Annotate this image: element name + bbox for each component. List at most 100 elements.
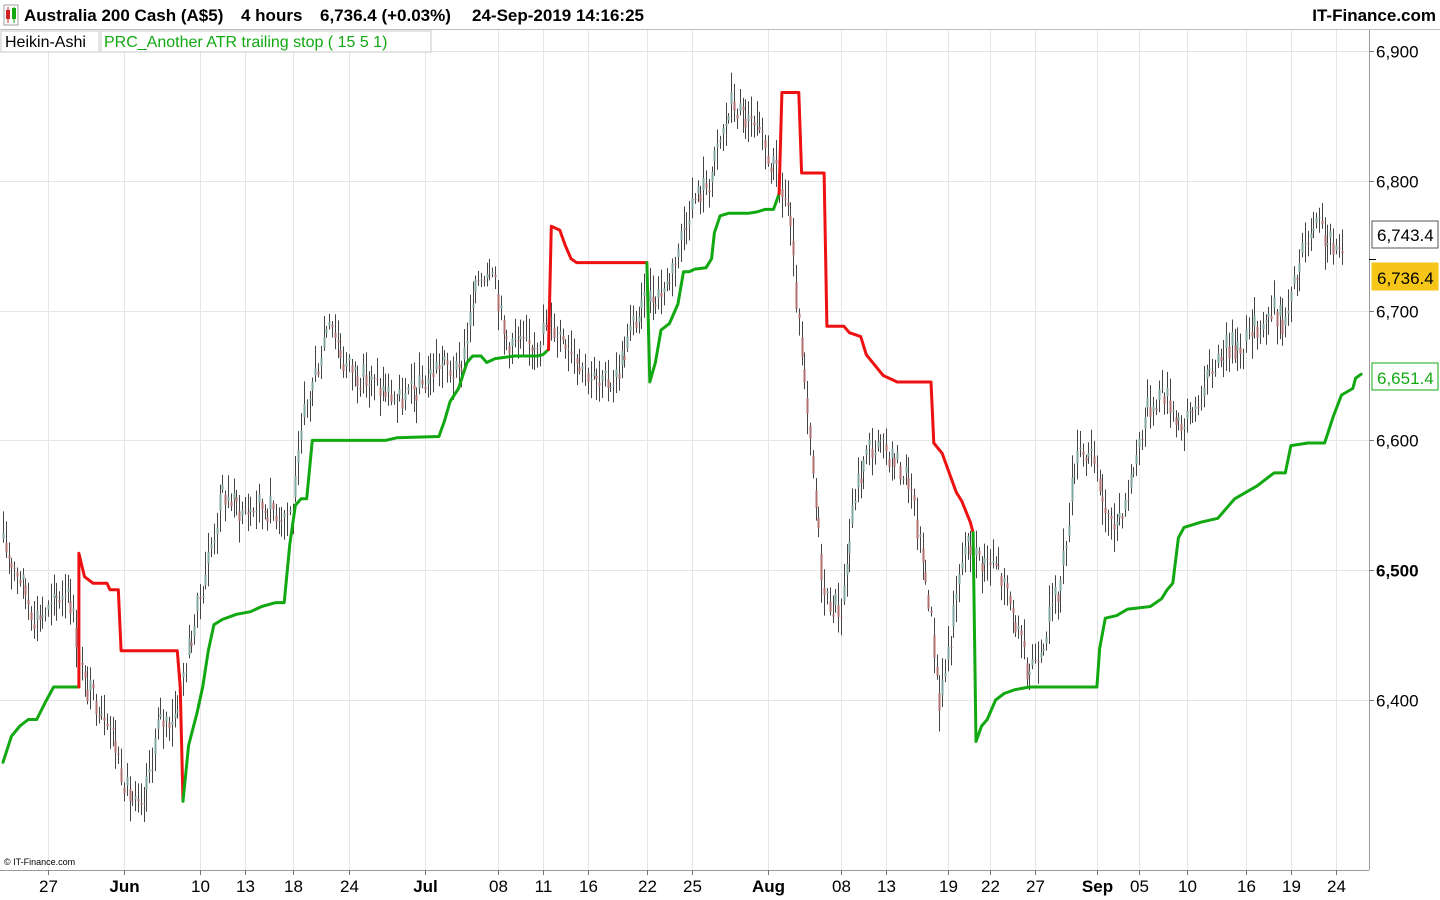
candle-body-up (1326, 243, 1329, 245)
candle-body-down (660, 292, 663, 297)
candle-body-up (67, 588, 70, 593)
x-tick-label: Aug (752, 877, 785, 896)
candle-body-down (384, 391, 387, 397)
candle-body-up (204, 574, 207, 586)
x-tick-label: 24 (1327, 877, 1346, 896)
candle-body-down (587, 373, 590, 383)
candle-body-down (19, 579, 22, 584)
candle-body-down (652, 296, 655, 303)
candle-body-down (1239, 347, 1242, 354)
candle-body-up (100, 713, 103, 716)
candle-body-down (1099, 478, 1102, 492)
candle-body-up (1189, 409, 1192, 411)
candle-body-down (969, 545, 972, 556)
candle-body-up (874, 452, 877, 456)
candle-body-up (72, 608, 75, 612)
candle-body-up (1287, 310, 1290, 314)
candle-body-down (81, 662, 84, 666)
candle-body-down (224, 494, 227, 505)
last-quote: 6,736.4 (+0.03%) (320, 6, 451, 25)
candle-body-up (739, 103, 742, 111)
candle-body-down (252, 510, 255, 513)
candle-body-up (919, 534, 922, 537)
candle-body-up (891, 448, 894, 458)
candle-body-down (266, 517, 269, 522)
candle-body-up (109, 726, 112, 728)
candle-body-up (649, 290, 652, 302)
candle-body-up (964, 546, 967, 555)
candle-body-up (1068, 525, 1071, 536)
candle-body-up (1166, 388, 1169, 397)
candle-body-up (865, 449, 868, 455)
legend-box-candles (0, 30, 100, 53)
candle-body-up (1315, 217, 1318, 224)
candle-body-up (1071, 477, 1074, 502)
candle-body-up (126, 777, 129, 786)
x-tick-label: 27 (1026, 877, 1045, 896)
candle-body-down (981, 563, 984, 572)
candle-body-up (1130, 474, 1133, 488)
candle-body-up (725, 124, 728, 127)
candle-body-down (494, 274, 497, 278)
candle-body-up (480, 279, 483, 281)
candle-body-up (747, 114, 750, 122)
candle-body-down (1096, 464, 1099, 466)
candle-body-up (258, 494, 261, 503)
candle-body-up (64, 595, 67, 597)
candle-body-up (857, 473, 860, 488)
candle-body-down (446, 360, 449, 365)
candle-body-down (1093, 456, 1096, 465)
candle-body-down (789, 215, 792, 227)
candle-body-down (1191, 411, 1194, 413)
candle-body-down (351, 365, 354, 373)
candle-body-up (1318, 217, 1321, 219)
legend-box-indicator (100, 30, 432, 53)
candle-body-down (1321, 220, 1324, 225)
candle-body-up (967, 536, 970, 542)
candle-body-up (1158, 389, 1161, 400)
candle-body-down (151, 769, 154, 771)
candle-body-down (694, 199, 697, 201)
candle-body-up (207, 552, 210, 564)
candle-body-down (916, 519, 919, 539)
candle-body-down (235, 497, 238, 502)
candle-body-down (1163, 396, 1166, 405)
candle-body-up (1273, 296, 1276, 308)
candle-body-down (264, 511, 267, 513)
candle-body-up (1290, 291, 1293, 302)
candle-body-down (930, 610, 933, 613)
candle-body-up (1040, 652, 1043, 658)
candle-body-up (691, 198, 694, 210)
candle-body-up (368, 384, 371, 386)
x-tick-label: 08 (832, 877, 851, 896)
candle-body-down (995, 563, 998, 566)
candle-body-down (997, 565, 1000, 567)
candle-body-down (1121, 516, 1124, 520)
candle-body-down (261, 501, 264, 510)
candle-body-up (53, 594, 56, 599)
candle-body-up (593, 372, 596, 377)
candle-body-up (185, 671, 188, 673)
candle-body-up (992, 561, 995, 563)
candle-body-up (955, 593, 958, 600)
candle-body-down (114, 740, 117, 753)
candle-body-down (331, 324, 334, 328)
candle-body-up (407, 387, 410, 391)
candle-body-up (1186, 410, 1189, 419)
y-tick-label: 6,400 (1376, 692, 1419, 711)
candle-body-up (320, 357, 323, 367)
candle-body-up (711, 171, 714, 183)
candle-body-down (280, 520, 283, 522)
candle-body-up (1298, 263, 1301, 272)
candle-body-up (1090, 448, 1093, 451)
candle-body-down (938, 693, 941, 711)
stop-segment-up (181, 348, 550, 803)
candle-body-down (924, 572, 927, 582)
candle-body-up (542, 322, 545, 334)
candle-body-down (618, 373, 621, 379)
candle-body-up (1225, 335, 1228, 348)
candle-body-up (615, 369, 618, 378)
candle-body-up (227, 496, 230, 501)
candle-body-down (488, 274, 491, 276)
candle-body-up (1208, 368, 1211, 370)
